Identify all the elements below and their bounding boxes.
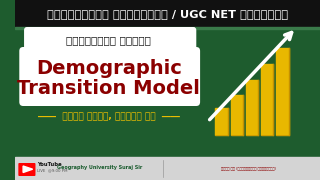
Bar bbox=[246, 80, 258, 135]
Polygon shape bbox=[23, 166, 33, 172]
Bar bbox=[215, 108, 228, 135]
Text: असिस्टेंट प्रोफेसर / UGC NET परीक्षा: असिस्टेंट प्रोफेसर / UGC NET परीक्षा bbox=[47, 9, 288, 19]
Bar bbox=[15, 157, 320, 180]
Bar bbox=[276, 48, 289, 135]
Bar bbox=[15, 0, 320, 27]
Text: Transition Model: Transition Model bbox=[17, 78, 200, 98]
Bar bbox=[230, 95, 243, 135]
FancyBboxPatch shape bbox=[18, 163, 36, 176]
Text: YouTube: YouTube bbox=[37, 163, 62, 168]
Text: जनसंख्या भूगोल: जनसंख्या भूगोल bbox=[66, 35, 151, 45]
Text: Geography University Suraj Sir: Geography University Suraj Sir bbox=[57, 165, 142, 170]
Text: LIVE  @9:00 PM: LIVE @9:00 PM bbox=[37, 168, 68, 172]
Bar bbox=[261, 64, 273, 135]
Bar bbox=[15, 27, 320, 29]
FancyBboxPatch shape bbox=[24, 27, 196, 52]
Text: सूरज सर (असिस्टेंट प्रोफेसर): सूरज सर (असिस्टेंट प्रोफेसर) bbox=[221, 166, 276, 170]
Text: Demographic: Demographic bbox=[36, 58, 182, 78]
Text: ――  रटना नहीं, समझना है  ――: ―― रटना नहीं, समझना है ―― bbox=[38, 112, 180, 122]
FancyBboxPatch shape bbox=[19, 47, 200, 106]
